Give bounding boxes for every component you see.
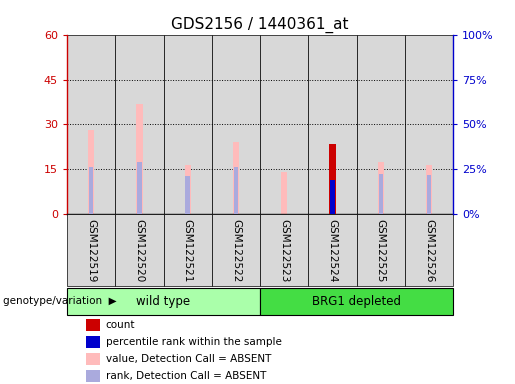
Text: rank, Detection Call = ABSENT: rank, Detection Call = ABSENT bbox=[106, 371, 266, 381]
Bar bbox=[356, 35, 405, 214]
Bar bbox=[233, 142, 239, 214]
Bar bbox=[379, 174, 383, 214]
Bar bbox=[405, 214, 453, 286]
Bar bbox=[163, 214, 212, 286]
Bar bbox=[67, 288, 260, 315]
Bar bbox=[260, 214, 308, 286]
Text: GSM122519: GSM122519 bbox=[86, 219, 96, 282]
Bar bbox=[377, 162, 384, 214]
Text: count: count bbox=[106, 320, 135, 330]
Bar bbox=[87, 370, 100, 382]
Bar bbox=[308, 35, 356, 214]
Bar bbox=[212, 35, 260, 214]
Bar bbox=[163, 35, 212, 214]
Bar bbox=[212, 214, 260, 286]
Bar bbox=[115, 35, 163, 214]
Bar bbox=[330, 180, 335, 214]
Bar bbox=[330, 144, 336, 214]
Bar bbox=[260, 288, 453, 315]
Bar bbox=[234, 167, 238, 214]
Text: GSM122522: GSM122522 bbox=[231, 219, 241, 282]
Text: GSM122523: GSM122523 bbox=[279, 219, 289, 282]
Text: GSM122520: GSM122520 bbox=[134, 219, 144, 282]
Bar bbox=[281, 172, 287, 214]
Bar bbox=[87, 353, 100, 365]
Text: GSM122524: GSM122524 bbox=[328, 219, 337, 282]
Bar bbox=[67, 35, 115, 214]
Bar bbox=[89, 167, 93, 214]
Bar bbox=[87, 336, 100, 348]
Bar bbox=[88, 131, 94, 214]
Text: BRG1 depleted: BRG1 depleted bbox=[312, 295, 401, 308]
Bar bbox=[87, 319, 100, 331]
Bar bbox=[405, 35, 453, 214]
Text: genotype/variation  ▶: genotype/variation ▶ bbox=[3, 296, 116, 306]
Bar bbox=[137, 162, 142, 214]
Text: value, Detection Call = ABSENT: value, Detection Call = ABSENT bbox=[106, 354, 271, 364]
Text: GSM122525: GSM122525 bbox=[376, 219, 386, 282]
Text: percentile rank within the sample: percentile rank within the sample bbox=[106, 337, 282, 347]
Text: GSM122526: GSM122526 bbox=[424, 219, 434, 282]
Text: wild type: wild type bbox=[136, 295, 191, 308]
Text: GSM122521: GSM122521 bbox=[183, 219, 193, 282]
Bar bbox=[260, 35, 308, 214]
Bar bbox=[356, 214, 405, 286]
Bar bbox=[426, 165, 432, 214]
Title: GDS2156 / 1440361_at: GDS2156 / 1440361_at bbox=[171, 17, 349, 33]
Bar bbox=[427, 175, 431, 214]
Bar bbox=[136, 104, 143, 214]
Bar bbox=[308, 214, 356, 286]
Bar bbox=[115, 214, 163, 286]
Bar bbox=[184, 165, 191, 214]
Bar bbox=[67, 214, 115, 286]
Bar bbox=[185, 176, 190, 214]
